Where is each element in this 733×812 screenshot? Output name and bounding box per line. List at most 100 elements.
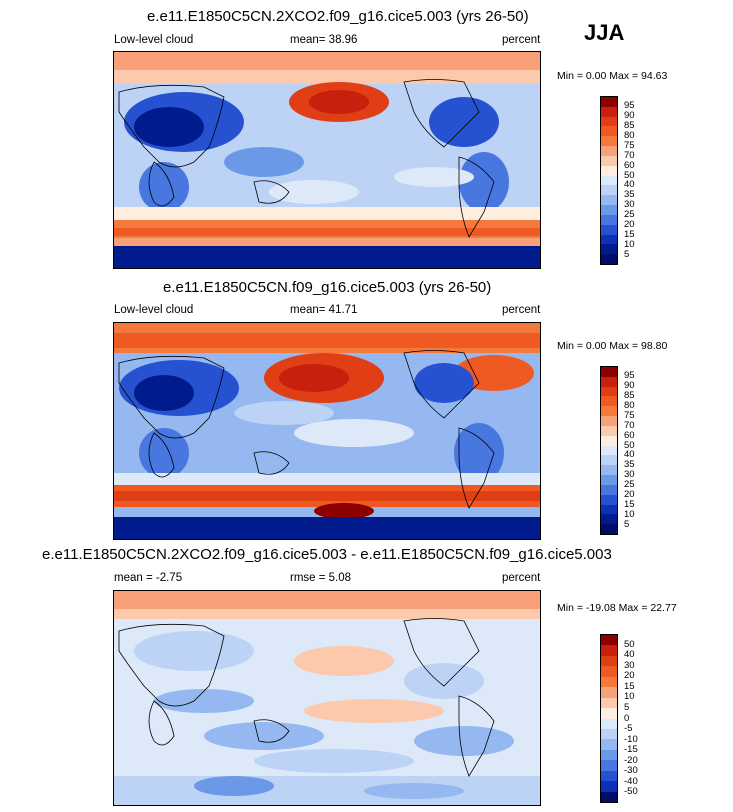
colorbar-tick-label: 10 [624, 239, 635, 251]
colorbar-swatch [601, 484, 617, 495]
panel3-map-field [114, 591, 540, 805]
colorbar-tick-label: -15 [624, 744, 638, 756]
colorbar-swatch [601, 224, 617, 235]
colorbar-tick-label: 10 [624, 509, 635, 521]
colorbar-swatch [601, 718, 617, 729]
panel3-title: e.e11.E1850C5CN.2XCO2.f09_g16.cice5.003 … [42, 546, 612, 563]
panel2-variable-label: Low-level cloud [114, 304, 194, 316]
colorbar-swatch [601, 655, 617, 667]
colorbar-tick-label: 5 [624, 249, 630, 261]
colorbar-tick-label: 5 [624, 519, 630, 531]
colorbar-swatch [601, 455, 617, 466]
colorbar-swatch [601, 770, 617, 782]
colorbar-swatch [601, 155, 617, 166]
colorbar-tick-label: 85 [624, 389, 635, 401]
colorbar-tick-label: 15 [624, 499, 635, 511]
panel2-units-label: percent [502, 304, 541, 316]
panel3-minmax: Min = -19.08 Max = 22.77 [557, 602, 677, 614]
panel2-minmax: Min = 0.00 Max = 98.80 [557, 340, 668, 352]
panel2-title: e.e11.E1850C5CN.f09_g16.cice5.003 (yrs 2… [163, 279, 492, 296]
colorbar-swatch [601, 524, 617, 535]
colorbar-tick-label: 40 [624, 179, 635, 191]
colorbar-tick-label: 50 [624, 638, 635, 650]
colorbar-tick-label: -30 [624, 765, 638, 777]
colorbar-swatch [601, 445, 617, 456]
colorbar-tick-label: 30 [624, 659, 635, 671]
colorbar-swatch [601, 416, 617, 426]
colorbar-swatch [601, 406, 617, 417]
colorbar-tick-label: 50 [624, 439, 635, 451]
colorbar-swatch [601, 425, 617, 436]
panel1-map-field [114, 52, 540, 268]
colorbar-tick-label: 0 [624, 712, 630, 724]
colorbar-tick-label: 20 [624, 219, 635, 231]
colorbar-tick-label: 25 [624, 209, 635, 221]
colorbar-swatch [601, 106, 617, 117]
colorbar-tick-label: 15 [624, 229, 635, 241]
colorbar-swatch [601, 635, 617, 646]
colorbar-tick-label: 35 [624, 459, 635, 471]
colorbar-swatch [601, 234, 617, 245]
colorbar-swatch [601, 165, 617, 176]
colorbar-tick-label: 25 [624, 479, 635, 491]
colorbar-tick-label: 50 [624, 169, 635, 181]
colorbar-tick-label: 30 [624, 469, 635, 481]
panel3-mean-label: mean = -2.75 [114, 572, 183, 584]
colorbar-swatch [601, 396, 617, 407]
panel2-colorbar [600, 366, 618, 535]
colorbar-tick-label: 80 [624, 129, 635, 141]
colorbar-swatch [601, 136, 617, 147]
colorbar-swatch [601, 791, 617, 802]
panel3-units-label: percent [502, 572, 541, 584]
colorbar-swatch [601, 760, 617, 771]
panel2-map [113, 322, 541, 540]
panel1-units-label: percent [502, 34, 541, 46]
colorbar-swatch [601, 514, 617, 525]
colorbar-swatch [601, 687, 617, 698]
colorbar-swatch [601, 739, 617, 750]
colorbar-swatch [601, 175, 617, 186]
colorbar-tick-label: 35 [624, 189, 635, 201]
colorbar-tick-label: 70 [624, 149, 635, 161]
colorbar-tick-label: 20 [624, 670, 635, 682]
colorbar-tick-label: 80 [624, 399, 635, 411]
colorbar-swatch [601, 504, 617, 515]
colorbar-tick-label: -20 [624, 754, 638, 766]
colorbar-swatch [601, 475, 617, 485]
colorbar-swatch [601, 781, 617, 792]
colorbar-tick-label: 30 [624, 199, 635, 211]
colorbar-swatch [601, 205, 617, 215]
colorbar-swatch [601, 116, 617, 127]
colorbar-swatch [601, 367, 617, 377]
colorbar-swatch [601, 146, 617, 156]
colorbar-tick-label: 75 [624, 409, 635, 421]
colorbar-swatch [601, 494, 617, 505]
colorbar-tick-label: 70 [624, 419, 635, 431]
colorbar-tick-label: -10 [624, 733, 638, 745]
colorbar-tick-label: 10 [624, 691, 635, 703]
colorbar-tick-label: 20 [624, 489, 635, 501]
colorbar-tick-label: 5 [624, 701, 630, 713]
colorbar-tick-label: 95 [624, 369, 635, 381]
colorbar-swatch [601, 254, 617, 265]
colorbar-swatch [601, 386, 617, 397]
colorbar-swatch [601, 465, 617, 476]
colorbar-swatch [601, 666, 617, 677]
colorbar-swatch [601, 126, 617, 137]
colorbar-tick-label: 95 [624, 99, 635, 111]
panel1-minmax: Min = 0.00 Max = 94.63 [557, 70, 668, 82]
colorbar-swatch [601, 749, 617, 761]
colorbar-tick-label: -40 [624, 775, 638, 787]
panel3-colorbar [600, 634, 618, 803]
panel3-map [113, 590, 541, 806]
colorbar-tick-label: 90 [624, 109, 635, 121]
colorbar-tick-label: 40 [624, 449, 635, 461]
panel2-mean-label: mean= 41.71 [290, 304, 358, 316]
colorbar-tick-label: 85 [624, 119, 635, 131]
colorbar-swatch [601, 728, 617, 740]
season-label: JJA [584, 20, 625, 45]
panel1-title: e.e11.E1850C5CN.2XCO2.f09_g16.cice5.003 … [147, 8, 529, 25]
colorbar-swatch [601, 676, 617, 688]
panel1-map [113, 51, 541, 269]
colorbar-swatch [601, 697, 617, 709]
